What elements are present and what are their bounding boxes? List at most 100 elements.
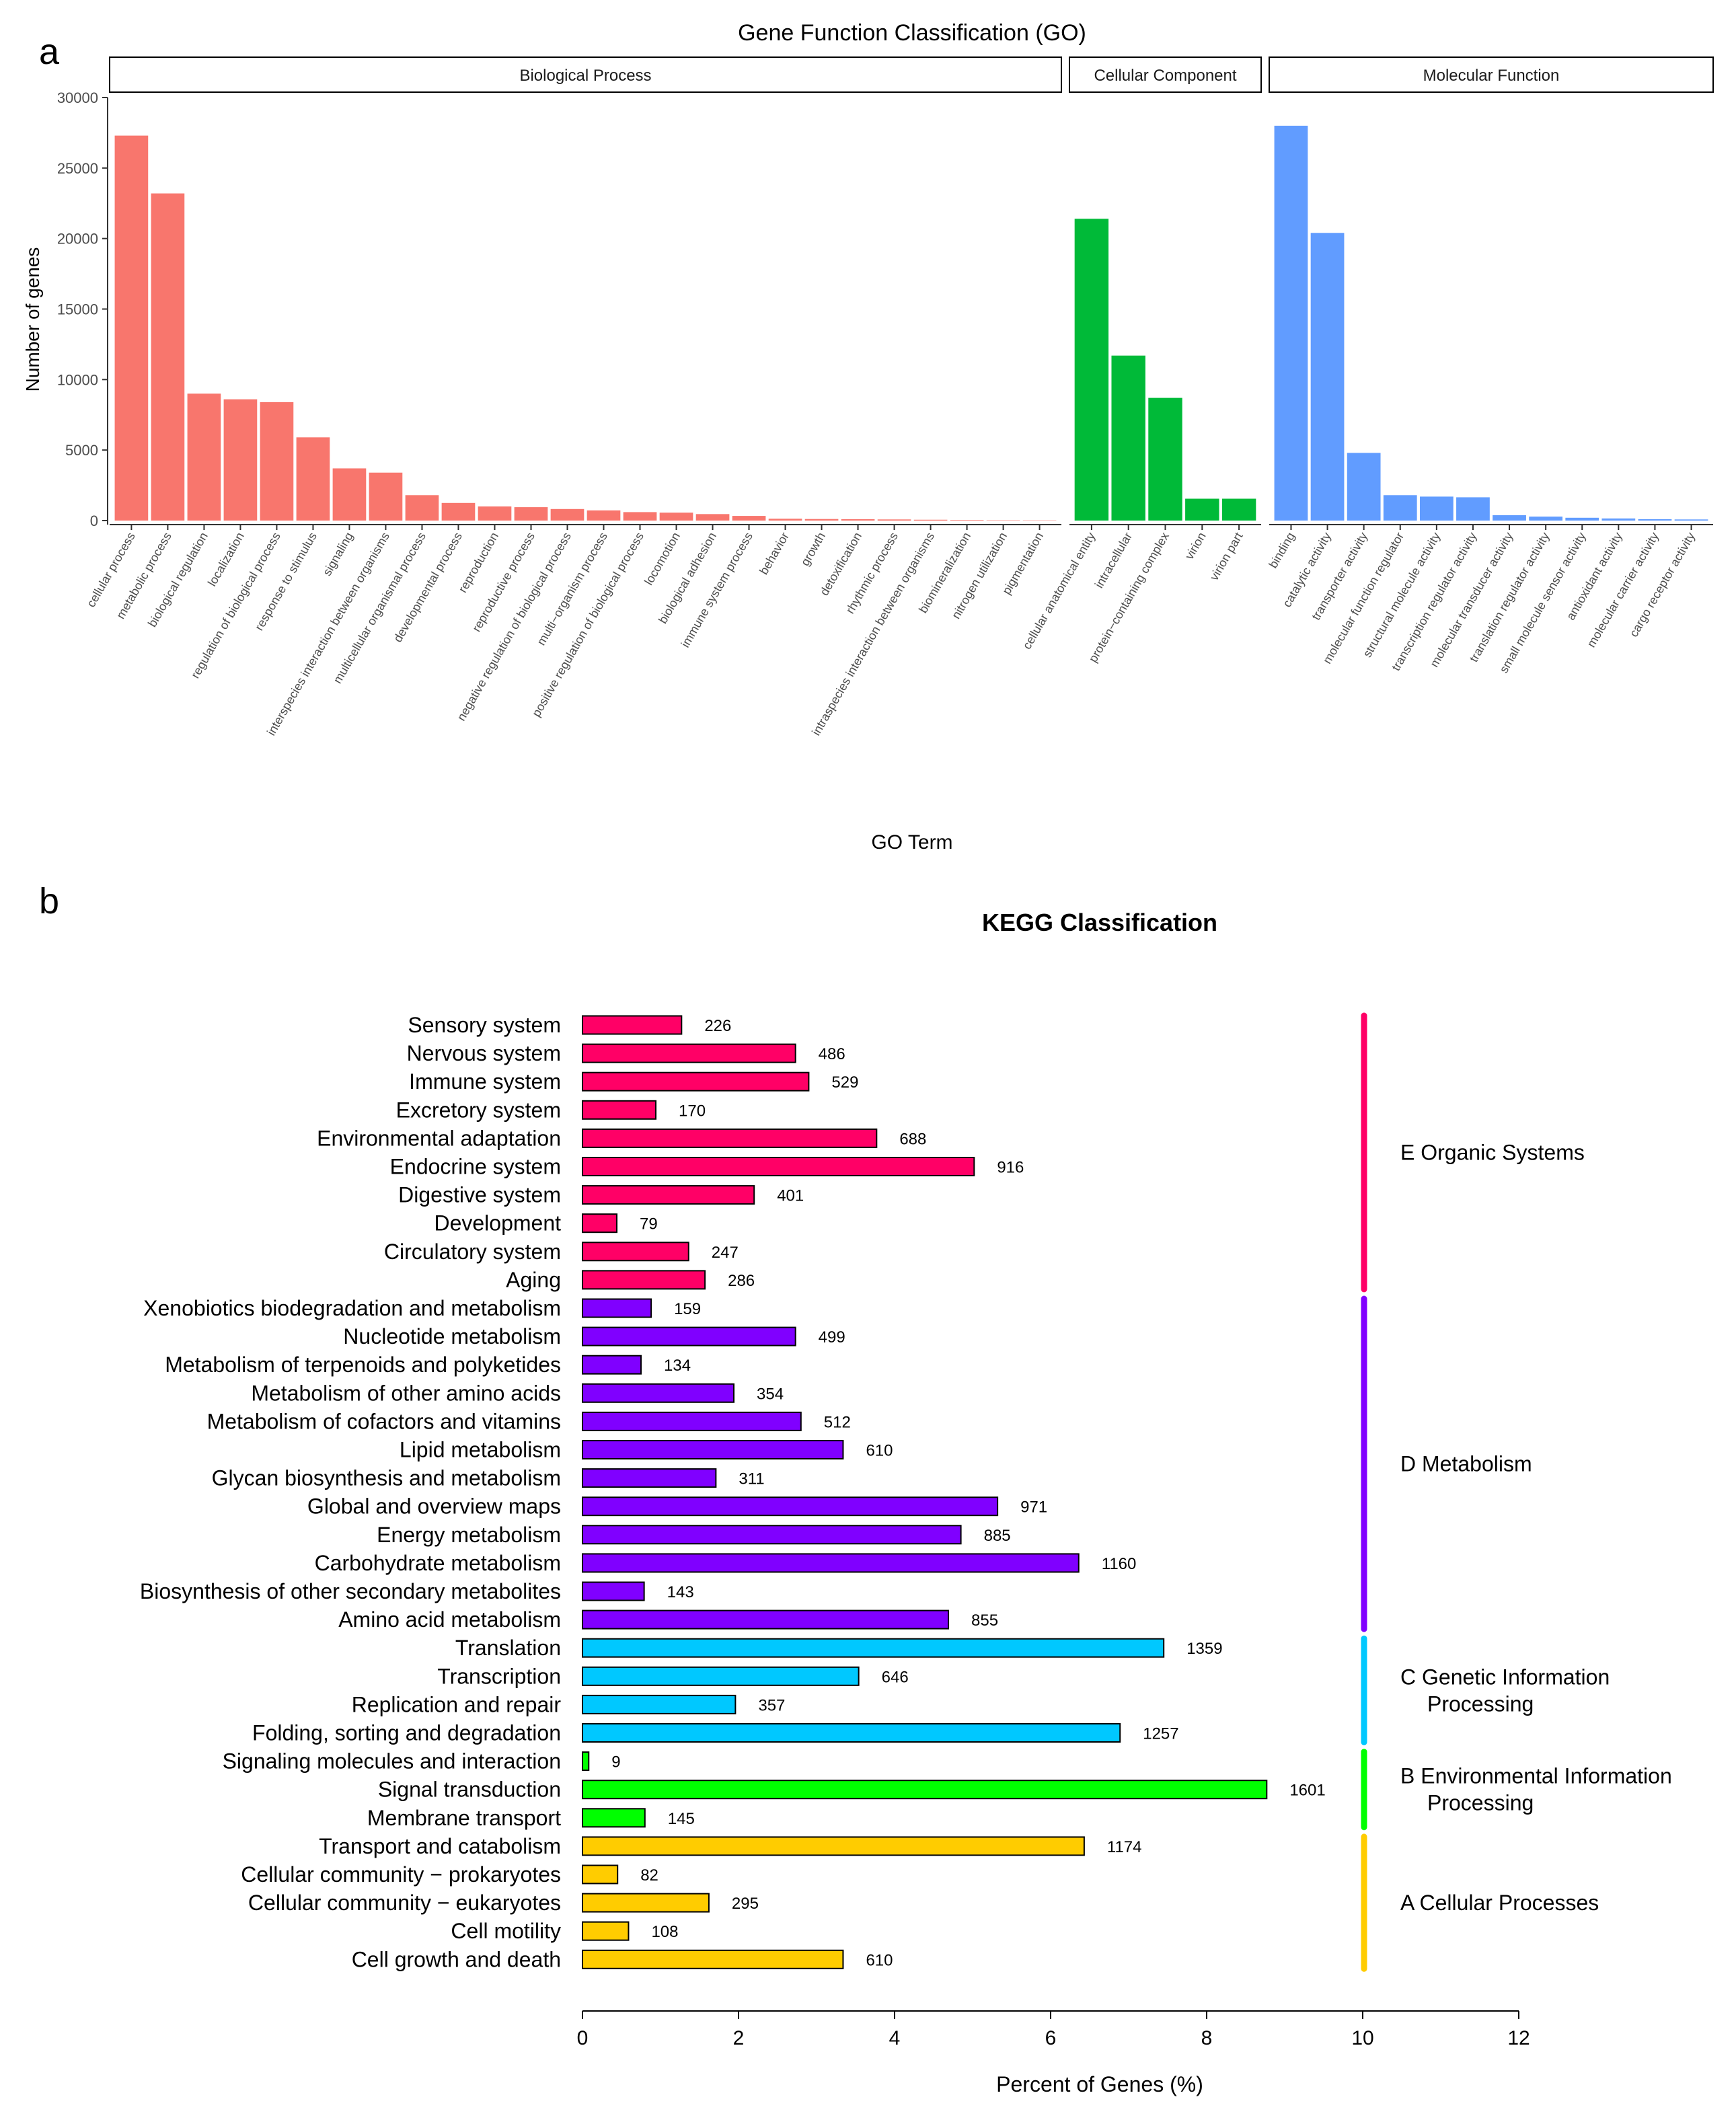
- count-label: 159: [674, 1300, 701, 1318]
- bar: [114, 135, 149, 521]
- x-tick-label: immune system process: [679, 530, 755, 650]
- count-label: 145: [668, 1810, 695, 1828]
- bar: [582, 1949, 844, 1969]
- bar: [1383, 495, 1417, 521]
- count-label: 79: [640, 1215, 658, 1233]
- bar: [1565, 517, 1599, 521]
- go-chart-title: Gene Function Classification (GO): [738, 20, 1086, 46]
- x-tick-label: 8: [1201, 2027, 1213, 2049]
- bar: [260, 402, 294, 521]
- bar: [582, 1043, 796, 1063]
- category-label: Aging: [506, 1268, 561, 1292]
- x-tick-label: signaling: [320, 530, 356, 578]
- category-label: Lipid metabolism: [400, 1438, 561, 1462]
- count-label: 885: [984, 1527, 1011, 1545]
- group-label: Processing: [1427, 1791, 1534, 1815]
- bar: [582, 1071, 810, 1092]
- x-tick-label: virion part: [1207, 530, 1246, 582]
- category-label: Membrane transport: [367, 1806, 561, 1830]
- count-label: 855: [971, 1611, 998, 1630]
- group-label: E Organic Systems: [1400, 1140, 1585, 1164]
- x-tick-label: intracellular: [1092, 530, 1135, 591]
- x-tick-label: 4: [889, 2027, 901, 2049]
- facet-strip-label: Molecular Function: [1423, 67, 1560, 85]
- bar: [732, 516, 766, 521]
- x-tick-label: virion: [1182, 530, 1209, 562]
- bar: [1111, 355, 1145, 521]
- category-label: Folding, sorting and degradation: [252, 1721, 561, 1745]
- bar: [1674, 519, 1708, 521]
- count-label: 170: [679, 1102, 706, 1120]
- count-label: 1359: [1186, 1640, 1222, 1658]
- x-tick-label: 6: [1045, 2027, 1057, 2049]
- bar: [841, 519, 875, 521]
- bar: [582, 1808, 646, 1828]
- category-label: Signal transduction: [378, 1778, 561, 1802]
- category-label: Metabolism of terpenoids and polyketides: [165, 1353, 561, 1377]
- bar: [659, 512, 693, 521]
- category-label: Cellular community − eukaryotes: [248, 1891, 561, 1915]
- bar: [582, 1694, 737, 1714]
- count-label: 499: [819, 1328, 845, 1346]
- bar: [478, 506, 512, 521]
- bar: [768, 519, 802, 521]
- facet-strip-box: [1069, 56, 1262, 93]
- panel-label-b: b: [39, 881, 59, 921]
- count-label: 9: [611, 1753, 620, 1772]
- bar: [1347, 453, 1381, 521]
- bar: [582, 1015, 683, 1035]
- x-tick-label: multi−organism process: [534, 530, 610, 648]
- bar: [582, 1638, 1165, 1658]
- bar: [582, 1751, 590, 1772]
- category-label: Metabolism of other amino acids: [251, 1381, 561, 1405]
- bar: [1529, 517, 1563, 521]
- bar: [695, 514, 730, 521]
- bar: [1638, 519, 1672, 521]
- bar: [1185, 498, 1219, 521]
- bar: [582, 1185, 755, 1205]
- bar: [582, 1326, 796, 1346]
- group-label: A Cellular Processes: [1400, 1891, 1599, 1915]
- bar: [582, 1242, 689, 1262]
- group-label: B Environmental Information: [1400, 1764, 1672, 1788]
- y-tick-label: 15000: [57, 301, 98, 318]
- count-label: 1257: [1143, 1725, 1178, 1743]
- bar: [332, 468, 367, 521]
- group-label: Processing: [1427, 1692, 1534, 1716]
- facet-strip-label: Cellular Component: [1094, 67, 1236, 85]
- bar: [877, 519, 911, 521]
- bar: [804, 519, 839, 521]
- y-tick-label: 30000: [57, 89, 98, 106]
- bar: [1074, 219, 1109, 521]
- count-label: 143: [667, 1583, 694, 1601]
- category-label: Cellular community − prokaryotes: [241, 1862, 561, 1887]
- bar: [582, 1921, 630, 1941]
- x-tick-label: developmental process: [391, 530, 465, 644]
- bar: [582, 1609, 950, 1630]
- x-tick-label: 10: [1351, 2027, 1373, 2049]
- category-label: Signaling molecules and interaction: [223, 1749, 561, 1774]
- category-label: Global and overview maps: [307, 1494, 561, 1519]
- count-label: 295: [732, 1895, 759, 1913]
- bar: [582, 1553, 1080, 1573]
- bar: [187, 393, 221, 521]
- y-tick-label: 0: [90, 512, 98, 529]
- bar: [582, 1440, 844, 1459]
- count-label: 916: [997, 1159, 1024, 1177]
- category-label: Environmental adaptation: [317, 1126, 561, 1150]
- group-label: D Metabolism: [1400, 1452, 1532, 1476]
- kegg-x-axis-title: Percent of Genes (%): [996, 2072, 1203, 2096]
- category-label: Nervous system: [407, 1041, 561, 1065]
- bar: [223, 399, 258, 521]
- x-tick-label: binding: [1267, 530, 1297, 570]
- x-tick-label: 12: [1507, 2027, 1530, 2049]
- x-tick-label: localization: [205, 530, 247, 588]
- bar: [1419, 496, 1454, 521]
- bar: [1310, 233, 1345, 521]
- category-label: Development: [434, 1211, 561, 1236]
- category-label: Digestive system: [398, 1183, 561, 1207]
- category-label: Transport and catabolism: [319, 1834, 561, 1858]
- bar: [582, 1893, 710, 1913]
- count-label: 610: [866, 1951, 893, 1969]
- count-label: 512: [824, 1413, 851, 1431]
